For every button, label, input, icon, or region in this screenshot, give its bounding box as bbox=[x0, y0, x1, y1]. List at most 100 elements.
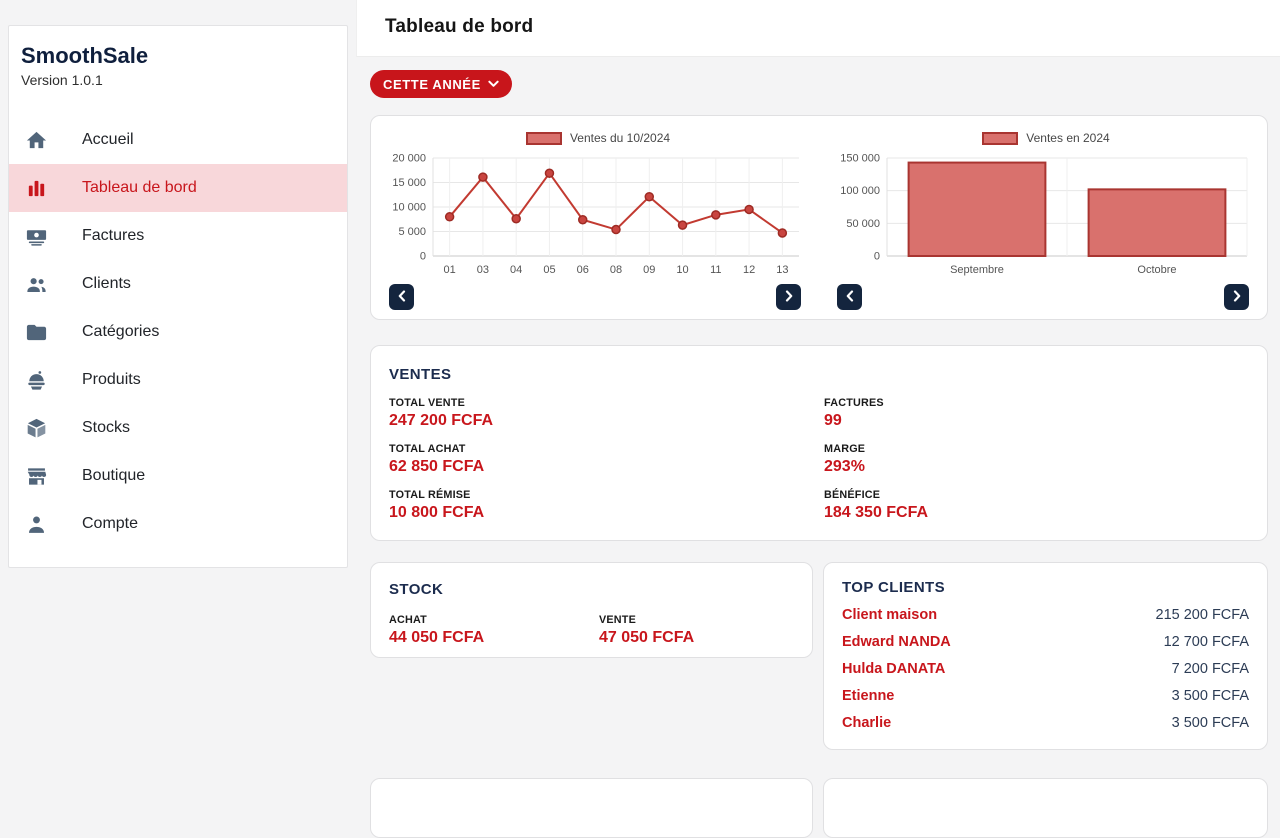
stat-value: 62 850 FCFA bbox=[389, 458, 485, 475]
bar-chart: 0 50 000 100 000 150 000 Septembre Octobre bbox=[840, 153, 1248, 276]
svg-text:10 000: 10 000 bbox=[392, 202, 426, 214]
sidebar-item-label: Produits bbox=[82, 371, 141, 388]
svg-text:03: 03 bbox=[477, 264, 489, 276]
stat-label: TOTAL ACHAT bbox=[389, 443, 466, 455]
folder-icon bbox=[23, 320, 49, 344]
line-chart-prev-button[interactable] bbox=[389, 284, 414, 310]
client-row-etienne[interactable]: Etienne 3 500 FCFA bbox=[842, 688, 1249, 704]
stat-label: FACTURES bbox=[824, 397, 884, 409]
sidebar-item-tableau-de-bord[interactable]: Tableau de bord bbox=[9, 164, 347, 212]
stat-marge: MARGE 293% bbox=[824, 443, 1249, 476]
svg-text:Octobre: Octobre bbox=[1137, 264, 1176, 276]
stat-value: 47 050 FCFA bbox=[599, 629, 695, 646]
svg-text:100 000: 100 000 bbox=[840, 185, 880, 197]
partial-card-right bbox=[823, 778, 1268, 838]
client-row-edward-nanda[interactable]: Edward NANDA 12 700 FCFA bbox=[842, 634, 1249, 650]
bar-chart-legend[interactable]: Ventes en 2024 bbox=[831, 130, 1261, 146]
sidebar-item-categories[interactable]: Catégories bbox=[9, 308, 347, 356]
fast-food-icon bbox=[23, 368, 49, 392]
stat-label: MARGE bbox=[824, 443, 866, 455]
sidebar: SmoothSale Version 1.0.1 Accueil Tableau … bbox=[8, 25, 348, 568]
svg-text:50 000: 50 000 bbox=[846, 218, 880, 230]
svg-text:09: 09 bbox=[643, 264, 655, 276]
svg-text:06: 06 bbox=[577, 264, 589, 276]
top-clients-card: TOP CLIENTS Client maison 215 200 FCFA Edw… bbox=[823, 562, 1268, 750]
stat-total-vente: TOTAL VENTE 247 200 FCFA bbox=[389, 397, 824, 430]
svg-text:Septembre: Septembre bbox=[950, 264, 1004, 276]
line-chart-next-button[interactable] bbox=[776, 284, 801, 310]
cash-icon bbox=[23, 224, 49, 248]
sidebar-item-stocks[interactable]: Stocks bbox=[9, 404, 347, 452]
top-clients-list: Client maison 215 200 FCFA Edward NANDA 12 … bbox=[842, 607, 1249, 731]
stat-factures: FACTURES 99 bbox=[824, 397, 1249, 430]
client-row-charlie[interactable]: Charlie 3 500 FCFA bbox=[842, 715, 1249, 731]
legend-swatch bbox=[525, 131, 562, 145]
period-filter-label: CETTE ANNÉE bbox=[383, 76, 481, 92]
svg-text:15 000: 15 000 bbox=[392, 177, 426, 189]
svg-text:150 000: 150 000 bbox=[840, 153, 880, 165]
svg-text:10: 10 bbox=[676, 264, 688, 276]
client-row-client-maison[interactable]: Client maison 215 200 FCFA bbox=[842, 607, 1249, 623]
yearly-sales-chart-panel: Ventes en 2024 0 50 000 100 000 150 000 Sept… bbox=[819, 116, 1267, 319]
legend-label: Ventes du 10/2024 bbox=[569, 131, 671, 145]
stat-achat: ACHAT 44 050 FCFA bbox=[389, 614, 599, 647]
stat-value: 184 350 FCFA bbox=[824, 504, 929, 521]
cube-icon bbox=[23, 416, 49, 440]
client-amount: 7 200 FCFA bbox=[1171, 661, 1249, 677]
client-row-hulda-danata[interactable]: Hulda DANATA 7 200 FCFA bbox=[842, 661, 1249, 677]
sidebar-item-produits[interactable]: Produits bbox=[9, 356, 347, 404]
partial-card-left bbox=[370, 778, 813, 838]
svg-text:05: 05 bbox=[543, 264, 555, 276]
stat-total-achat: TOTAL ACHAT 62 850 FCFA bbox=[389, 443, 824, 476]
svg-text:11: 11 bbox=[710, 264, 721, 276]
stat-value: 10 800 FCFA bbox=[389, 504, 485, 521]
chevron-left-icon bbox=[845, 289, 855, 305]
stock-stats-grid: ACHAT 44 050 FCFA VENTE 47 050 FCFA bbox=[389, 614, 794, 660]
chevron-left-icon bbox=[397, 289, 407, 305]
client-name: Edward NANDA bbox=[842, 634, 951, 650]
bar-chart-icon bbox=[23, 176, 49, 200]
stat-benefice: BÉNÉFICE 184 350 FCFA bbox=[824, 489, 1249, 522]
stat-vente: VENTE 47 050 FCFA bbox=[599, 614, 794, 647]
page-title: Tableau de bord bbox=[385, 16, 534, 37]
topbar: Tableau de bord bbox=[356, 0, 1280, 57]
people-icon bbox=[23, 272, 49, 296]
stock-title: STOCK bbox=[389, 581, 444, 598]
stat-value: 247 200 FCFA bbox=[389, 412, 494, 429]
sidebar-item-boutique[interactable]: Boutique bbox=[9, 452, 347, 500]
sidebar-menu: Accueil Tableau de bord Factures Clients Cat… bbox=[9, 116, 347, 548]
svg-text:13: 13 bbox=[776, 264, 788, 276]
chevron-right-icon bbox=[1232, 289, 1242, 305]
stat-label: BÉNÉFICE bbox=[824, 489, 881, 501]
client-amount: 215 200 FCFA bbox=[1155, 607, 1250, 623]
sidebar-item-clients[interactable]: Clients bbox=[9, 260, 347, 308]
app-title: SmoothSale bbox=[21, 43, 149, 68]
sidebar-item-label: Accueil bbox=[82, 131, 134, 148]
svg-text:0: 0 bbox=[420, 251, 426, 263]
stat-label: VENTE bbox=[599, 614, 636, 626]
stock-card: STOCK ACHAT 44 050 FCFA VENTE 47 050 FCFA bbox=[370, 562, 813, 658]
sidebar-item-compte[interactable]: Compte bbox=[9, 500, 347, 548]
client-amount: 3 500 FCFA bbox=[1171, 715, 1249, 731]
svg-text:20 000: 20 000 bbox=[392, 153, 426, 165]
home-icon bbox=[23, 128, 49, 152]
sidebar-item-label: Clients bbox=[82, 275, 131, 292]
stat-label: TOTAL RÉMISE bbox=[389, 489, 471, 501]
legend-label: Ventes en 2024 bbox=[1026, 131, 1110, 145]
bar-chart-next-button[interactable] bbox=[1224, 284, 1249, 310]
period-filter-button[interactable]: CETTE ANNÉE bbox=[370, 70, 512, 98]
line-chart-legend[interactable]: Ventes du 10/2024 bbox=[383, 130, 813, 146]
sidebar-item-factures[interactable]: Factures bbox=[9, 212, 347, 260]
top-clients-title: TOP CLIENTS bbox=[842, 579, 946, 596]
storefront-icon bbox=[23, 464, 49, 488]
sales-stats-grid: TOTAL VENTE 247 200 FCFA TOTAL ACHAT 62 850… bbox=[389, 397, 1249, 535]
svg-text:5 000: 5 000 bbox=[398, 226, 426, 238]
bar-chart-prev-button[interactable] bbox=[837, 284, 862, 310]
client-name: Hulda DANATA bbox=[842, 661, 946, 677]
chevron-down-icon bbox=[488, 80, 499, 88]
line-chart: 0 5 000 10 000 15 000 20 000 01 03 04 05 06 08 09 10… bbox=[392, 153, 799, 276]
sidebar-item-accueil[interactable]: Accueil bbox=[9, 116, 347, 164]
svg-text:08: 08 bbox=[610, 264, 622, 276]
chevron-right-icon bbox=[784, 289, 794, 305]
sidebar-item-label: Stocks bbox=[82, 419, 131, 436]
